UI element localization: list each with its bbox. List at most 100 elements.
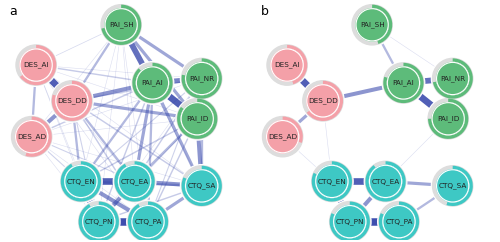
Circle shape xyxy=(307,85,339,117)
Wedge shape xyxy=(446,166,473,206)
Circle shape xyxy=(105,9,138,41)
Circle shape xyxy=(132,205,164,238)
Text: PAI_SH: PAI_SH xyxy=(360,22,384,28)
Circle shape xyxy=(271,49,303,81)
Circle shape xyxy=(370,165,402,197)
Text: a: a xyxy=(10,5,17,18)
Wedge shape xyxy=(182,166,222,206)
Circle shape xyxy=(378,200,420,242)
Circle shape xyxy=(266,44,308,86)
Circle shape xyxy=(303,81,343,121)
Wedge shape xyxy=(52,81,92,121)
Wedge shape xyxy=(282,117,303,143)
Circle shape xyxy=(310,160,353,203)
Circle shape xyxy=(52,81,92,121)
Circle shape xyxy=(82,205,115,238)
Wedge shape xyxy=(312,161,352,202)
Text: b: b xyxy=(260,5,268,18)
Text: DES_AI: DES_AI xyxy=(24,62,49,68)
Text: CTQ_PA: CTQ_PA xyxy=(134,218,162,225)
Circle shape xyxy=(334,205,366,238)
Circle shape xyxy=(307,85,339,117)
Circle shape xyxy=(65,165,97,197)
Circle shape xyxy=(432,103,464,135)
Circle shape xyxy=(100,4,142,46)
Circle shape xyxy=(65,165,97,197)
Circle shape xyxy=(432,166,473,206)
Wedge shape xyxy=(128,202,168,242)
Circle shape xyxy=(136,67,168,99)
Circle shape xyxy=(356,9,388,41)
Wedge shape xyxy=(428,99,469,139)
Circle shape xyxy=(186,62,218,95)
Circle shape xyxy=(181,103,214,135)
Wedge shape xyxy=(102,5,141,45)
Circle shape xyxy=(383,205,415,238)
Circle shape xyxy=(132,63,172,103)
Text: PAI_ID: PAI_ID xyxy=(186,115,208,122)
Text: CTQ_EA: CTQ_EA xyxy=(372,178,400,185)
Circle shape xyxy=(136,67,168,99)
Circle shape xyxy=(176,98,218,140)
Wedge shape xyxy=(306,81,343,121)
Circle shape xyxy=(182,58,222,99)
Circle shape xyxy=(78,202,119,242)
Text: CTQ_EN: CTQ_EN xyxy=(66,178,96,185)
Circle shape xyxy=(356,9,388,41)
Circle shape xyxy=(181,103,214,135)
Circle shape xyxy=(60,161,101,202)
Wedge shape xyxy=(433,58,473,99)
Text: PAI_NR: PAI_NR xyxy=(189,75,214,82)
Circle shape xyxy=(128,202,168,242)
Wedge shape xyxy=(372,5,392,44)
Circle shape xyxy=(180,165,223,207)
Text: PAI_SH: PAI_SH xyxy=(109,22,134,28)
Circle shape xyxy=(388,67,420,99)
Wedge shape xyxy=(20,45,57,85)
Circle shape xyxy=(330,202,370,242)
Wedge shape xyxy=(287,45,307,84)
Text: CTQ_EA: CTQ_EA xyxy=(120,178,148,185)
Circle shape xyxy=(180,57,223,100)
Circle shape xyxy=(118,165,150,197)
Circle shape xyxy=(366,161,406,202)
Circle shape xyxy=(379,202,419,242)
Wedge shape xyxy=(182,58,222,99)
Circle shape xyxy=(436,62,469,95)
Circle shape xyxy=(432,57,474,100)
Circle shape xyxy=(78,200,120,242)
Circle shape xyxy=(177,99,218,139)
Wedge shape xyxy=(78,202,119,242)
Circle shape xyxy=(328,200,371,242)
Circle shape xyxy=(16,121,48,153)
Circle shape xyxy=(427,98,470,140)
Circle shape xyxy=(182,166,222,206)
Circle shape xyxy=(432,165,474,207)
Circle shape xyxy=(432,103,464,135)
Text: CTQ_SA: CTQ_SA xyxy=(188,182,216,189)
Circle shape xyxy=(383,205,415,238)
Circle shape xyxy=(382,62,424,104)
Circle shape xyxy=(114,161,154,202)
Circle shape xyxy=(56,85,88,117)
Circle shape xyxy=(60,160,102,203)
Text: PAI_NR: PAI_NR xyxy=(440,75,465,82)
Wedge shape xyxy=(366,161,406,202)
Circle shape xyxy=(15,44,58,86)
Circle shape xyxy=(20,49,52,81)
Circle shape xyxy=(334,205,366,238)
Circle shape xyxy=(16,45,56,85)
Text: CTQ_SA: CTQ_SA xyxy=(438,182,467,189)
Circle shape xyxy=(114,160,156,203)
Wedge shape xyxy=(330,202,370,242)
Circle shape xyxy=(316,165,348,197)
Wedge shape xyxy=(132,63,172,103)
Wedge shape xyxy=(384,63,424,103)
Circle shape xyxy=(351,4,394,46)
Circle shape xyxy=(271,49,303,81)
Text: DES_DD: DES_DD xyxy=(57,98,87,104)
Text: PAI_ID: PAI_ID xyxy=(437,115,460,122)
Text: CTQ_PN: CTQ_PN xyxy=(84,218,113,225)
Circle shape xyxy=(312,161,352,202)
Circle shape xyxy=(436,170,469,202)
